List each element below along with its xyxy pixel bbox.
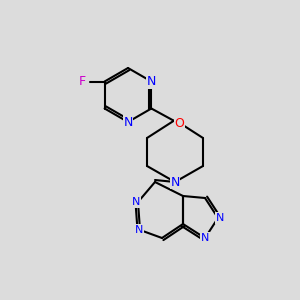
Text: N: N [132,197,140,207]
Text: N: N [170,176,180,188]
Text: O: O [174,117,184,130]
Text: N: N [216,213,224,223]
Text: N: N [135,225,143,235]
Text: N: N [147,75,156,88]
Text: N: N [201,233,209,243]
Text: N: N [123,116,133,128]
Text: N: N [147,75,156,88]
Text: N: N [170,176,180,188]
Text: O: O [174,117,184,130]
Text: F: F [79,75,86,88]
Text: N: N [123,116,133,128]
Text: F: F [79,75,86,88]
Text: O: O [174,117,184,130]
